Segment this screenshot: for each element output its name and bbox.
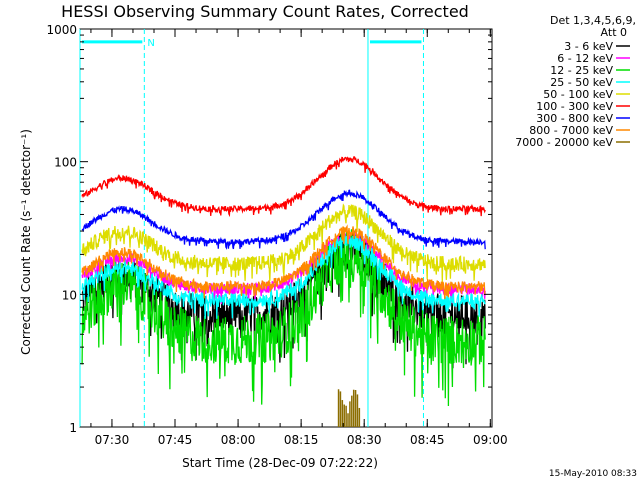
x-axis-label: Start Time (28-Dec-09 07:22:22)	[182, 456, 378, 470]
legend-label: 25 - 50 keV	[550, 76, 613, 89]
footer-timestamp: 15-May-2010 08:33	[549, 469, 637, 479]
legend-header-line1: Det 1,3,4,5,6,9,	[550, 14, 636, 27]
series-line	[81, 189, 486, 250]
legend-label: 12 - 25 keV	[550, 64, 613, 77]
series-line	[81, 228, 486, 369]
y-tick-label: 100	[54, 156, 77, 170]
series-line	[81, 233, 486, 319]
y-axis-label: Corrected Count Rate (s⁻¹ detector⁻¹)	[19, 129, 33, 355]
x-tick-label: 08:15	[284, 433, 319, 447]
legend-label: 300 - 800 keV	[536, 112, 613, 125]
legend-label: 3 - 6 keV	[564, 40, 613, 53]
x-tick-label: 08:30	[347, 433, 382, 447]
legend-label: 6 - 12 keV	[557, 52, 613, 65]
x-tick-label: 07:45	[158, 433, 193, 447]
x-tick-label: 08:00	[221, 433, 256, 447]
x-tick-label: 08:45	[410, 433, 445, 447]
legend-label: 100 - 300 keV	[536, 100, 613, 113]
x-tick-label: 07:30	[95, 433, 130, 447]
y-tick-label: 1000	[46, 23, 77, 37]
y-tick-label: 10	[62, 288, 77, 302]
x-axis-ticks: 07:30 07:45 08:00 08:15 08:30 08:45 09:00	[90, 29, 508, 447]
y-axis-ticks: 1 10 100 1000	[46, 23, 492, 435]
legend-header-line2: Att 0	[601, 26, 627, 39]
plot-area: N	[79, 28, 493, 428]
chart-title: HESSI Observing Summary Count Rates, Cor…	[61, 2, 469, 21]
series-line	[81, 203, 486, 282]
series-line	[81, 155, 486, 218]
y-tick-label: 1	[69, 421, 77, 435]
legend-label: 50 - 100 keV	[543, 88, 613, 101]
legend-label: 7000 - 20000 keV	[515, 136, 613, 149]
x-tick-label: 09:00	[473, 433, 508, 447]
series-line	[81, 224, 486, 300]
eclipse-bar-label: N	[147, 38, 154, 49]
legend-label: 800 - 7000 keV	[529, 124, 613, 137]
plot-frame	[79, 28, 493, 428]
series-line	[81, 229, 486, 407]
